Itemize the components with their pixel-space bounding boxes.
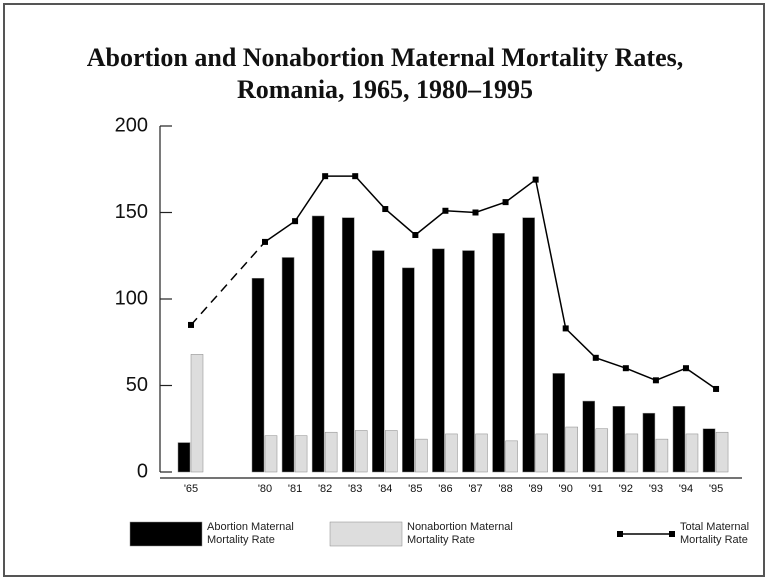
bar [311, 215, 325, 473]
legend-swatch [329, 521, 403, 547]
bar [702, 428, 716, 473]
y-tick-label: 100 [115, 287, 148, 309]
bar [341, 217, 355, 473]
line-marker [322, 173, 329, 180]
line-marker [188, 321, 194, 328]
y-tick-label: 0 [137, 460, 148, 482]
line-marker [622, 365, 629, 372]
line-marker [292, 218, 299, 225]
bar [475, 433, 488, 473]
bar [324, 431, 338, 473]
x-tick-label: '86 [438, 483, 452, 495]
line-marker [592, 354, 599, 361]
bar [492, 233, 505, 473]
bar [655, 438, 669, 473]
y-tick-label: 200 [115, 114, 148, 136]
bar [372, 250, 385, 473]
x-tick-label: '92 [619, 483, 633, 495]
bar [595, 428, 609, 473]
bar [462, 250, 475, 473]
x-tick-label: '83 [348, 483, 362, 495]
line-marker [442, 207, 449, 214]
total-line [264, 175, 717, 390]
line-marker [562, 325, 569, 332]
bar [264, 435, 278, 473]
bar [385, 430, 398, 473]
x-tick-label: '80 [258, 483, 272, 495]
bar [354, 430, 368, 473]
bar [612, 406, 626, 473]
bar [672, 406, 686, 473]
legend-label: Abortion Maternal Mortality Rate [207, 521, 294, 546]
bar [177, 442, 191, 473]
line-marker [532, 176, 539, 183]
x-tick-label: '95 [709, 483, 723, 495]
legend-label: Total Maternal Mortality Rate [680, 521, 750, 546]
x-tick-label: '91 [589, 483, 603, 495]
bar [535, 433, 548, 473]
x-tick-label: '85 [408, 483, 422, 495]
x-tick-label: '89 [528, 483, 542, 495]
x-tick-label: '90 [559, 483, 573, 495]
x-tick-label: '81 [288, 483, 302, 495]
line-marker [412, 231, 419, 238]
bar [445, 433, 458, 473]
x-tick-label: '94 [679, 483, 693, 495]
line-marker [652, 377, 659, 384]
bar [715, 431, 729, 473]
x-tick-label: '88 [498, 483, 512, 495]
y-tick-label: 150 [115, 201, 148, 223]
line-marker [713, 385, 720, 392]
x-tick-label: '87 [468, 483, 482, 495]
frame [3, 3, 765, 577]
x-tick-label: '84 [378, 483, 392, 495]
bar [505, 440, 518, 473]
legend-marker [669, 531, 675, 537]
line-marker [502, 199, 509, 206]
legend-label: Nonabortion Maternal Mortality Rate [407, 521, 513, 546]
bar [522, 217, 535, 473]
line-marker [472, 209, 479, 216]
bar [552, 373, 565, 473]
bar [190, 354, 204, 473]
y-tick-label: 50 [126, 374, 148, 396]
x-tick-label: '93 [649, 483, 663, 495]
bar [625, 433, 639, 473]
bar [294, 435, 308, 473]
x-tick-label: '65 [184, 483, 198, 495]
line-marker [382, 206, 389, 213]
bar [281, 257, 295, 473]
line-marker [352, 173, 359, 180]
legend-swatch [129, 521, 203, 547]
line-marker [262, 238, 268, 245]
bar [582, 400, 596, 473]
bar [642, 412, 656, 473]
bar [685, 433, 699, 473]
bar [432, 248, 445, 473]
chart-title: Abortion and Nonabortion Maternal Mortal… [86, 43, 684, 104]
total-line-dashed [190, 241, 266, 326]
legend-marker [617, 531, 623, 537]
bar [402, 267, 415, 473]
bar [565, 426, 578, 473]
bar [415, 438, 428, 473]
bar [251, 277, 265, 473]
line-marker [682, 365, 689, 372]
x-tick-label: '82 [318, 483, 332, 495]
